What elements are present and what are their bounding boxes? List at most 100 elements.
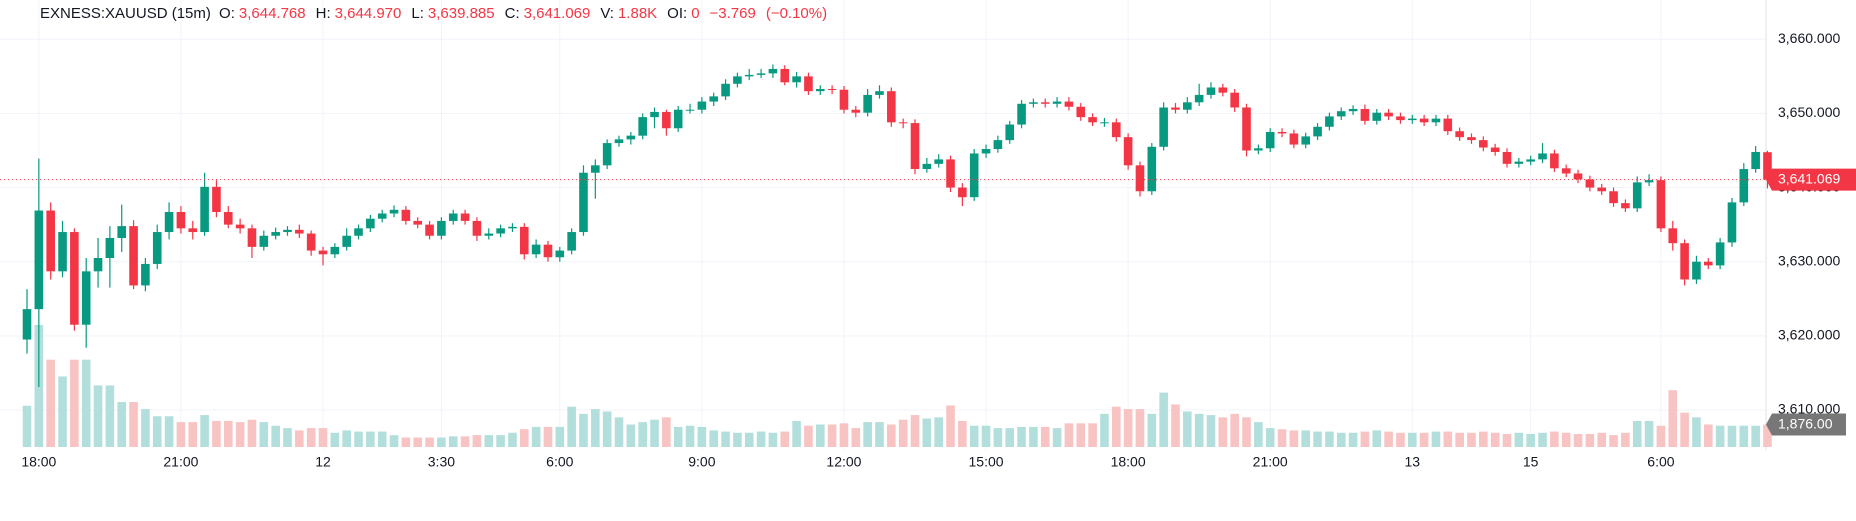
volume-bar bbox=[946, 405, 955, 447]
candle-body bbox=[1230, 92, 1239, 108]
volume-bar bbox=[1100, 413, 1109, 447]
volume-bar bbox=[1135, 409, 1145, 447]
candle-body bbox=[1313, 126, 1322, 137]
candle-body bbox=[200, 186, 209, 233]
field-label: C: bbox=[504, 5, 520, 22]
candle-body bbox=[1407, 118, 1417, 121]
volume-bar bbox=[1585, 433, 1595, 447]
candle-body bbox=[1384, 112, 1393, 117]
candle-body bbox=[650, 111, 659, 118]
volume-bar bbox=[117, 402, 127, 447]
candle-body bbox=[531, 244, 541, 255]
volume-bar bbox=[1396, 432, 1405, 447]
volume-bar bbox=[591, 409, 600, 447]
volume-bar bbox=[1668, 390, 1678, 447]
volume-bar bbox=[626, 424, 636, 447]
volume-bar bbox=[1621, 432, 1630, 447]
volume-bar bbox=[934, 417, 943, 447]
candle-body bbox=[1739, 169, 1749, 203]
volume-bar bbox=[1609, 435, 1618, 447]
y-tick-label: 3,630.000 bbox=[1778, 252, 1840, 268]
volume-bar bbox=[1206, 415, 1216, 447]
candle-body bbox=[105, 237, 115, 258]
volume-bar bbox=[1348, 432, 1358, 447]
volume-bar bbox=[1301, 430, 1311, 447]
candle-body bbox=[910, 123, 920, 170]
volume-bar bbox=[366, 431, 375, 447]
y-tick-label: 3,650.000 bbox=[1778, 104, 1840, 120]
candle-body bbox=[685, 109, 695, 111]
candle-body bbox=[1265, 131, 1275, 149]
candle-body bbox=[804, 76, 813, 92]
volume-bar bbox=[389, 435, 399, 447]
candle-body bbox=[958, 187, 967, 198]
x-tick-label: 18:00 bbox=[21, 454, 56, 470]
field-label: H: bbox=[315, 5, 331, 22]
volume-bar bbox=[1467, 432, 1476, 447]
candle-body bbox=[1159, 107, 1168, 147]
candle-body bbox=[1242, 107, 1251, 151]
volume-bar bbox=[259, 422, 269, 447]
volume-bar bbox=[614, 417, 624, 447]
candle-body bbox=[164, 212, 174, 233]
candle-body bbox=[283, 229, 292, 233]
candle-body bbox=[235, 224, 245, 229]
volume-bar bbox=[1183, 411, 1192, 447]
volume-bar bbox=[697, 426, 707, 447]
volume-bar bbox=[602, 411, 612, 447]
candle-body bbox=[543, 244, 553, 258]
last-price-label: 3,641.069 bbox=[1778, 170, 1840, 186]
candle-body bbox=[709, 96, 719, 102]
candle-body bbox=[1573, 173, 1583, 180]
volume-bar bbox=[460, 436, 470, 447]
candle-body bbox=[638, 117, 647, 136]
candle-body bbox=[295, 229, 304, 234]
volume-bar bbox=[1407, 432, 1417, 447]
volume-bar bbox=[425, 437, 434, 447]
candle-body bbox=[875, 91, 884, 95]
candle-body bbox=[342, 235, 351, 247]
x-tick-label: 21:00 bbox=[1253, 454, 1288, 470]
candle-body bbox=[1561, 168, 1571, 174]
candle-body bbox=[58, 232, 67, 272]
volume-bar bbox=[1265, 428, 1275, 447]
volume-bar bbox=[1502, 433, 1512, 447]
candle-body bbox=[1289, 133, 1299, 145]
field-value: 3,639.885 bbox=[427, 5, 495, 22]
volume-bar bbox=[342, 430, 351, 447]
candle-body bbox=[377, 213, 387, 219]
volume-bar bbox=[1479, 431, 1488, 447]
volume-bar bbox=[1017, 426, 1026, 447]
volume-bar bbox=[1538, 432, 1547, 447]
x-tick-label: 15 bbox=[1523, 454, 1539, 470]
y-tick-label: 3,660.000 bbox=[1778, 30, 1840, 46]
volume-bar bbox=[1064, 423, 1074, 447]
y-tick-label: 3,610.000 bbox=[1778, 401, 1840, 417]
volume-bar bbox=[1727, 425, 1737, 447]
field-value: 3,641.069 bbox=[523, 5, 591, 22]
volume-bar bbox=[993, 428, 1003, 447]
volume-bar bbox=[1277, 429, 1287, 447]
candle-body bbox=[472, 220, 482, 236]
volume-bar bbox=[733, 432, 742, 447]
change-pct: (−0.10%) bbox=[765, 5, 828, 22]
volume-bar bbox=[1526, 433, 1535, 447]
volume-bar bbox=[354, 431, 363, 447]
volume-bar bbox=[1680, 412, 1689, 447]
candle-body bbox=[1336, 111, 1346, 117]
volume-bar bbox=[744, 432, 754, 447]
candle-body bbox=[626, 135, 636, 140]
volume-bar bbox=[1561, 432, 1571, 447]
candle-body bbox=[1443, 118, 1453, 132]
volume-bar bbox=[1147, 413, 1157, 447]
volume-bar bbox=[1550, 431, 1559, 447]
x-tick-label: 12:00 bbox=[826, 454, 861, 470]
volume-bar bbox=[401, 437, 411, 447]
candle-body bbox=[969, 153, 979, 198]
x-tick-label: 6:00 bbox=[1647, 454, 1674, 470]
candle-body bbox=[1147, 146, 1157, 192]
candle-body bbox=[1431, 118, 1441, 123]
volume-bar bbox=[863, 422, 872, 447]
volume-bar bbox=[1573, 433, 1583, 447]
x-tick-label: 21:00 bbox=[163, 454, 198, 470]
